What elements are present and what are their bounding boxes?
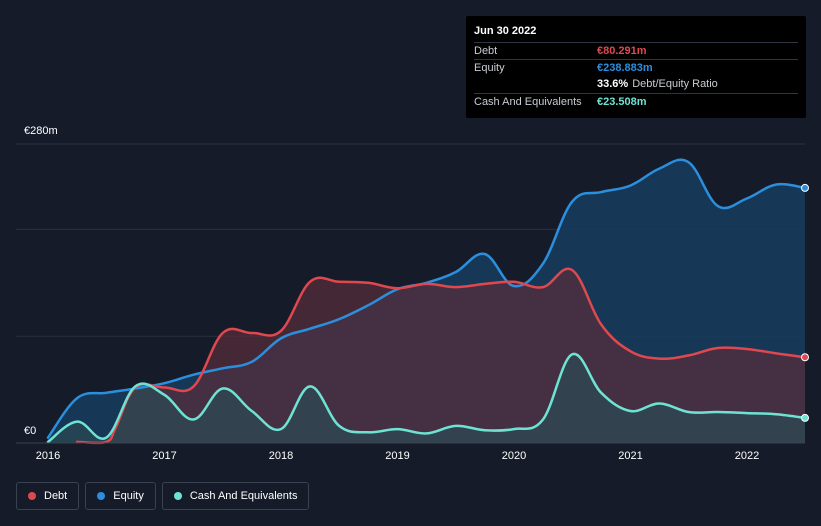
equity-dot-icon [97, 492, 106, 500]
debt-end-marker [801, 353, 809, 362]
tooltip-row-cash: Cash And Equivalents €23.508m [474, 93, 798, 110]
tooltip-ratio-label [474, 76, 597, 93]
x-tick-2018: 2018 [268, 450, 294, 462]
legend-equity-label: Equity [113, 490, 144, 502]
tooltip-row-equity: Equity €238.883m [474, 59, 798, 76]
tooltip-cash-value: €23.508m [597, 96, 647, 108]
x-tick-2020: 2020 [501, 450, 527, 462]
y-axis-top-label: €280m [24, 125, 58, 137]
x-tick-2016: 2016 [35, 450, 61, 462]
tooltip-equity-value: €238.883m [597, 62, 653, 74]
legend-item-cash[interactable]: Cash And Equivalents [161, 482, 310, 510]
cash-end-marker [801, 413, 809, 422]
legend-item-equity[interactable]: Equity [85, 482, 156, 510]
series-lines [46, 158, 807, 445]
tooltip-ratio-value: 33.6% [597, 78, 629, 90]
tooltip-equity-label: Equity [474, 62, 505, 74]
tooltip-ratio-suffix: Debt/Equity Ratio [632, 78, 718, 90]
legend-debt-label: Debt [44, 490, 68, 502]
x-tick-2022: 2022 [734, 450, 760, 462]
data-tooltip: Jun 30 2022 Debt €80.291m Equity €238.88… [466, 16, 806, 118]
x-tick-2019: 2019 [385, 450, 410, 462]
tooltip-row-debt: Debt €80.291m [474, 42, 798, 59]
tooltip-debt-value: €80.291m [597, 45, 647, 57]
y-axis-bottom-label: €0 [24, 425, 37, 437]
cash-line [46, 353, 807, 444]
debt-line [75, 267, 807, 445]
tooltip-row-ratio: 33.6% Debt/Equity Ratio [474, 76, 798, 93]
chart-legend: Debt Equity Cash And Equivalents [16, 482, 310, 510]
series-areas [48, 159, 806, 444]
cash-area [48, 353, 805, 443]
x-tick-2021: 2021 [618, 450, 643, 462]
cash-dot-icon [173, 492, 182, 500]
legend-cash-label: Cash And Equivalents [189, 490, 298, 502]
debt-area [77, 268, 806, 444]
tooltip-date: Jun 30 2022 [474, 25, 537, 37]
x-tick-2017: 2017 [152, 450, 177, 462]
end-markers [801, 183, 809, 422]
tooltip-debt-label: Debt [474, 45, 498, 57]
debt-dot-icon [28, 492, 36, 500]
legend-item-debt[interactable]: Debt [16, 482, 80, 510]
tooltip-cash-label: Cash And Equivalents [474, 96, 582, 108]
equity-end-marker [801, 183, 809, 192]
